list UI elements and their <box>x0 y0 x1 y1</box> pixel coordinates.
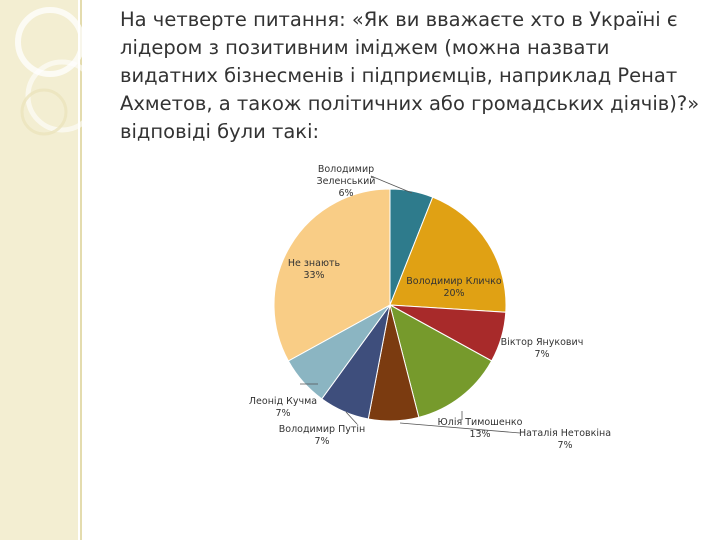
slice-percent-label: 7% <box>534 349 549 360</box>
slice-percent-label: 7% <box>314 436 329 447</box>
slice-name-label: Володимир <box>318 164 374 175</box>
pie-slice <box>273 188 391 362</box>
slice-name-label: Не знають <box>288 258 341 269</box>
pie-slice <box>389 304 493 418</box>
leader-line <box>399 422 521 434</box>
slice-percent-label: 7% <box>275 408 290 419</box>
slice-percent-label: 6% <box>338 188 353 199</box>
leader-line <box>345 411 358 425</box>
slice-name-label: Віктор Янукович <box>501 337 584 348</box>
pie-slice <box>389 196 507 313</box>
slice-percent-label: 33% <box>303 270 324 281</box>
question-heading: На четверте питання: «Як ви вважаєте хто… <box>120 8 700 143</box>
slice-percent-label: 20% <box>443 288 464 299</box>
slice-name-label: Наталія Нетовкіна <box>519 428 611 439</box>
slice-name-label: Юлія Тимошенко <box>438 417 523 428</box>
slice-name-label: Леонід Кучма <box>249 396 317 407</box>
decorative-rings <box>15 7 99 136</box>
leader-line <box>370 175 413 194</box>
slice-name-label: Зеленський <box>317 176 376 187</box>
slice-percent-label: 13% <box>469 429 490 440</box>
side-strip-divider <box>80 0 82 540</box>
slice-name-label: Володимир Путін <box>279 424 366 435</box>
slice-name-label: Володимир Кличко <box>406 276 502 287</box>
slice-percent-label: 7% <box>557 440 572 451</box>
